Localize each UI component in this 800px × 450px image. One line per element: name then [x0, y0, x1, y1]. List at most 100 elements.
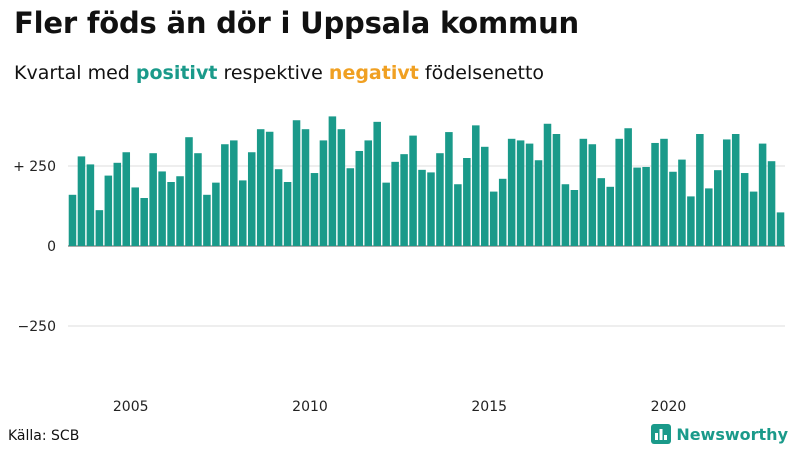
bar [427, 172, 435, 246]
bar [669, 171, 677, 246]
bar [588, 144, 597, 246]
bar [140, 198, 148, 246]
bar [131, 187, 139, 246]
bar [749, 191, 758, 246]
bar [776, 212, 785, 246]
bar [149, 153, 157, 246]
bar [364, 140, 373, 246]
bar [265, 131, 274, 246]
bar [445, 132, 453, 246]
bar [418, 169, 426, 246]
bar [606, 186, 614, 246]
bar [409, 135, 417, 246]
bar [319, 140, 328, 246]
subtitle-middle: respektive [223, 62, 323, 84]
bar [328, 116, 337, 247]
bar [194, 153, 202, 246]
bar [239, 180, 247, 246]
bar [68, 194, 77, 246]
x-tick-label: 2010 [292, 399, 328, 415]
bar [767, 161, 776, 246]
bar [597, 178, 606, 246]
bar [463, 158, 471, 246]
bar [158, 171, 166, 246]
x-tick-label: 2020 [651, 399, 687, 415]
bar [391, 161, 399, 246]
bar [516, 140, 525, 246]
subtitle-suffix: födelsenetto [424, 62, 545, 84]
bar [489, 191, 498, 246]
bar [212, 182, 220, 246]
bar [355, 150, 364, 246]
bar [221, 144, 229, 246]
bar [436, 153, 444, 246]
y-tick-label: −250 [18, 319, 56, 335]
bar [534, 160, 543, 246]
bar [247, 152, 256, 246]
bar [633, 167, 641, 246]
bar [660, 138, 668, 246]
bar [454, 184, 462, 246]
axis-labels: + 250 0 −250 2005 2010 2015 2020 [13, 159, 686, 415]
bar [400, 154, 408, 246]
bar [624, 128, 632, 246]
bar [561, 184, 570, 246]
bar [382, 182, 390, 246]
x-tick-label: 2005 [113, 399, 149, 415]
chart-subtitle: Kvartal med positivt respektive negativt… [14, 62, 544, 84]
bar [552, 134, 561, 246]
bar [113, 162, 122, 246]
brand-logo[interactable]: Newsworthy [651, 424, 788, 444]
bar [758, 143, 767, 246]
bar [373, 121, 381, 246]
bar [185, 137, 193, 246]
y-tick-label: 0 [47, 239, 56, 255]
bar [642, 166, 650, 246]
bar [525, 143, 534, 246]
bar [292, 120, 301, 246]
bar [104, 175, 113, 246]
bar [651, 142, 659, 246]
bar [570, 190, 579, 246]
grid-lines [68, 165, 785, 327]
bar [498, 178, 507, 246]
chart-title: Fler föds än dör i Uppsala kommun [14, 6, 579, 40]
bar [615, 138, 623, 246]
bar [543, 123, 552, 246]
bar [77, 156, 86, 246]
bar [337, 129, 346, 246]
source-note: Källa: SCB [8, 428, 80, 444]
bar [480, 146, 489, 246]
bar [731, 134, 740, 246]
bar [740, 173, 749, 246]
subtitle-prefix: Kvartal med [14, 62, 130, 84]
brand-name: Newsworthy [676, 424, 788, 444]
bars [68, 116, 785, 247]
x-tick-label: 2015 [471, 399, 507, 415]
bar [507, 138, 516, 246]
bar [714, 170, 722, 246]
bar [310, 173, 319, 246]
bar [687, 196, 695, 246]
bar [579, 138, 588, 246]
bar [176, 176, 184, 246]
bar [256, 129, 265, 246]
subtitle-positive: positivt [135, 62, 218, 84]
bar [472, 125, 480, 246]
bar [95, 210, 104, 246]
bar [283, 182, 292, 246]
y-tick-label: + 250 [13, 159, 56, 175]
bar [167, 182, 175, 246]
bar [274, 169, 283, 246]
bar [122, 152, 131, 246]
bar [722, 139, 731, 246]
bar [346, 168, 355, 246]
bar [86, 164, 95, 246]
bar [203, 194, 211, 246]
subtitle-negative: negativt [328, 62, 419, 84]
newsworthy-logo-icon [651, 424, 672, 444]
bar [696, 134, 704, 246]
bar [678, 159, 686, 246]
bar [230, 140, 238, 246]
